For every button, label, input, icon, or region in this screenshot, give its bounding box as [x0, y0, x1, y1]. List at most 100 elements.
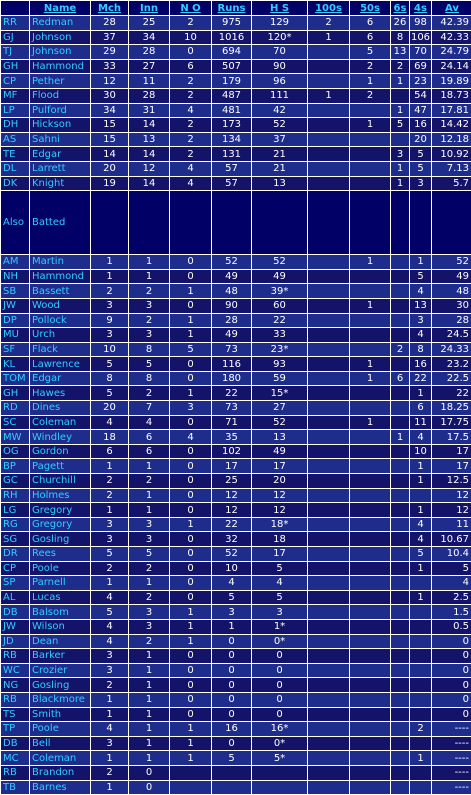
stat-cell: 0: [170, 576, 211, 590]
column-header: H S: [252, 1, 307, 15]
stat-cell: 6: [170, 59, 211, 74]
stat-cell: [391, 401, 409, 415]
stat-cell: 13: [129, 132, 169, 147]
stat-cell: 134: [212, 132, 251, 147]
stat-cell: 6: [91, 444, 128, 459]
column-header: Av: [432, 1, 471, 15]
stat-cell: 131: [212, 147, 251, 161]
average-cell: 17.81: [432, 103, 471, 118]
stat-cell: 1: [350, 415, 390, 430]
stat-cell: 0: [252, 663, 307, 678]
stat-cell: 52: [252, 255, 307, 269]
table-row: JD Dean 4 2 1 0 0* 0: [1, 634, 471, 649]
stat-cell: [308, 649, 349, 663]
stat-cell: [391, 590, 409, 605]
stat-cell: [308, 284, 349, 298]
table-row: GH Hammond 33 27 6 507 90 2 2 69 24.14: [1, 59, 471, 74]
stat-cell: 3: [91, 663, 128, 678]
stat-cell: 28: [129, 88, 169, 103]
stat-cell: [308, 663, 349, 678]
stat-cell: [350, 342, 390, 357]
stat-cell: 1: [91, 503, 128, 517]
stat-cell: 129: [252, 16, 307, 30]
stat-cell: 5: [252, 561, 307, 576]
stat-cell: 3: [91, 649, 128, 663]
stat-cell: [350, 678, 390, 692]
stat-cell: 15: [91, 132, 128, 147]
stat-cell: 0: [170, 707, 211, 722]
column-header: 4s: [410, 1, 431, 15]
stat-cell: [350, 176, 390, 191]
stat-cell: 2: [170, 132, 211, 147]
stat-cell: 0: [170, 503, 211, 517]
player-name: Barker: [30, 649, 90, 663]
player-name: Crozier: [30, 663, 90, 678]
stat-cell: [308, 103, 349, 118]
player-name: Churchill: [30, 474, 90, 488]
player-name: Parnell: [30, 576, 90, 590]
stat-cell: 975: [212, 16, 251, 30]
stat-cell: 3: [91, 298, 128, 313]
stat-cell: [308, 707, 349, 722]
stat-cell: 3: [410, 313, 431, 328]
column-header: 6s: [391, 1, 409, 15]
stat-cell: 25: [129, 16, 169, 30]
stat-cell: 1: [129, 736, 169, 751]
stat-cell: 2: [129, 386, 169, 401]
table-row: DH Hickson 15 14 2 173 52 1 5 16 14.42: [1, 118, 471, 132]
stat-cell: 2: [350, 88, 390, 103]
stat-cell: [410, 488, 431, 503]
stat-cell: 70: [410, 45, 431, 59]
empty-cell: [91, 191, 128, 255]
stat-cell: [350, 132, 390, 147]
stat-cell: 69: [410, 59, 431, 74]
stat-cell: 1: [129, 663, 169, 678]
stat-cell: 6: [129, 444, 169, 459]
table-row: AM Martin 1 1 0 52 52 1 1 52: [1, 255, 471, 269]
table-row: SC Coleman 4 4 0 71 52 1 11 17.75: [1, 415, 471, 430]
stat-cell: 8: [91, 371, 128, 386]
stat-cell: [410, 692, 431, 707]
player-initials: JW: [1, 619, 29, 634]
stat-cell: 1: [170, 751, 211, 765]
stat-cell: 1: [170, 634, 211, 649]
stat-cell: 116: [212, 357, 251, 371]
player-initials: CP: [1, 561, 29, 576]
player-name: Coleman: [30, 751, 90, 765]
stat-cell: 12: [129, 161, 169, 176]
table-row: MF Flood 30 28 2 487 111 1 2 54 18.73: [1, 88, 471, 103]
stat-cell: 5: [252, 590, 307, 605]
stat-cell: 34: [91, 103, 128, 118]
table-row: MC Coleman 1 1 1 5 5* 1 ----: [1, 751, 471, 765]
stat-cell: 5: [91, 357, 128, 371]
player-initials: RB: [1, 692, 29, 707]
player-initials: DH: [1, 118, 29, 132]
stat-cell: [391, 284, 409, 298]
stat-cell: [350, 147, 390, 161]
stat-cell: 1: [91, 269, 128, 284]
stat-cell: [308, 678, 349, 692]
stat-cell: 3: [129, 517, 169, 532]
stat-cell: [308, 474, 349, 488]
stat-cell: [350, 532, 390, 546]
stat-cell: 59: [252, 371, 307, 386]
stat-cell: 1: [91, 255, 128, 269]
stat-cell: 3: [129, 605, 169, 619]
stat-cell: 487: [212, 88, 251, 103]
stat-cell: 22: [212, 386, 251, 401]
table-row: DL Larrett 20 12 4 57 21 1 5 7.13: [1, 161, 471, 176]
player-name: Johnson: [30, 45, 90, 59]
stat-cell: 0: [129, 780, 169, 795]
stat-cell: 31: [129, 103, 169, 118]
stat-cell: [391, 678, 409, 692]
stat-cell: [350, 313, 390, 328]
stat-cell: 2: [91, 678, 128, 692]
average-cell: 18.25: [432, 401, 471, 415]
stat-cell: 13: [410, 298, 431, 313]
stat-cell: 28: [212, 313, 251, 328]
average-cell: 12.5: [432, 474, 471, 488]
stat-cell: [410, 736, 431, 751]
stat-cell: 1: [170, 284, 211, 298]
table-row: KL Lawrence 5 5 0 116 93 1 16 23.2: [1, 357, 471, 371]
stat-cell: 1: [410, 386, 431, 401]
